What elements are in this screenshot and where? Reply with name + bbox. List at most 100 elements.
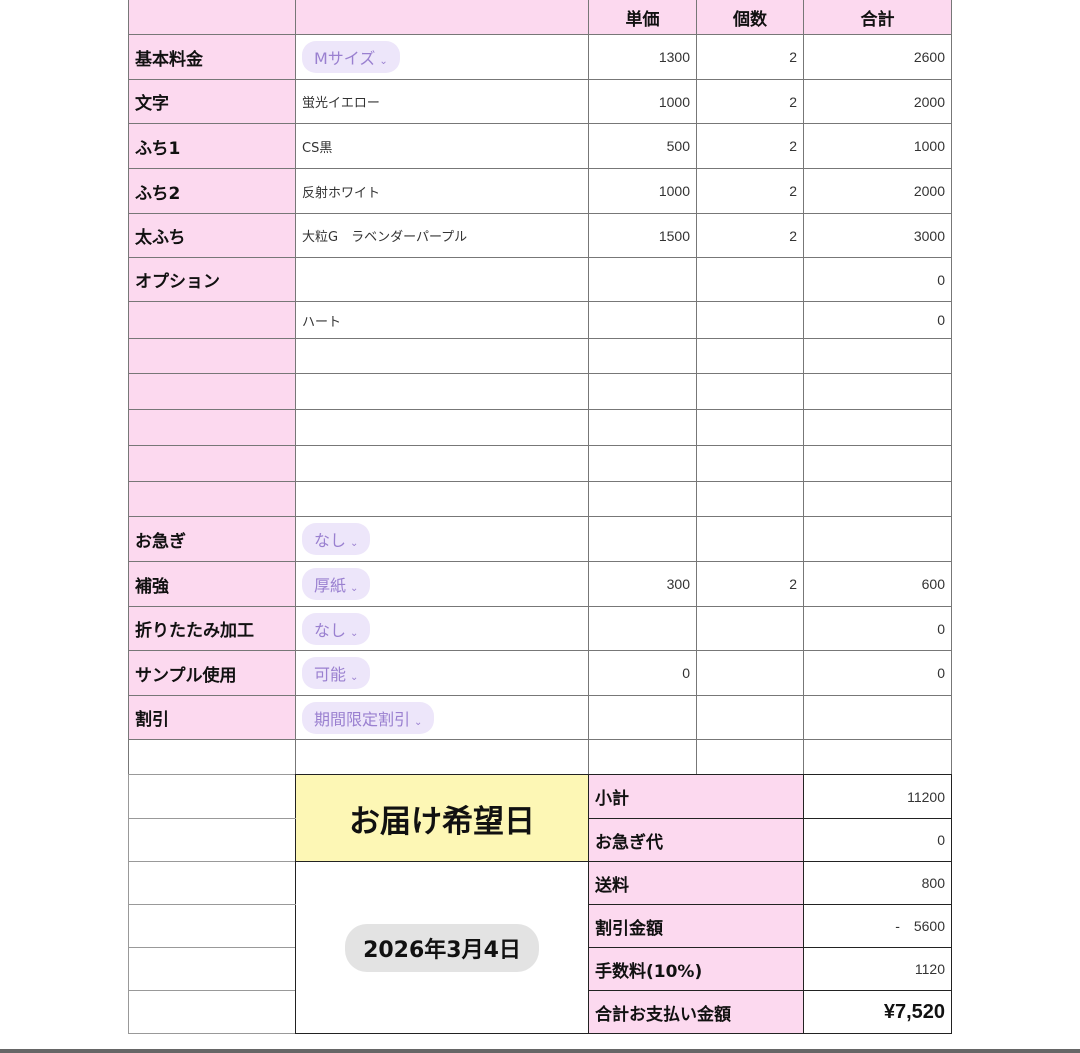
header-total: 合計 <box>803 0 952 35</box>
blank-cell <box>128 904 296 948</box>
row-label: ふち1 <box>128 123 296 169</box>
item-cell[interactable]: 厚紙 ⌄ <box>295 561 589 607</box>
item-cell[interactable] <box>295 481 589 517</box>
item-cell[interactable]: Mサイズ ⌄ <box>295 34 589 80</box>
delivery-date[interactable]: 2026年3月4日 <box>345 923 539 972</box>
unit-price-cell[interactable]: 1000 <box>588 168 697 214</box>
table-row: 文字 蛍光イエロー 1000 2 2000 <box>128 79 952 124</box>
qty-cell[interactable]: 2 <box>696 123 804 169</box>
summary-label: 割引金額 <box>588 904 804 948</box>
qty-cell[interactable] <box>696 695 804 740</box>
summary-row: 手数料(10%) 1120 <box>128 947 952 991</box>
table-row <box>128 739 952 775</box>
item-cell[interactable]: 蛍光イエロー <box>295 79 589 124</box>
item-dropdown[interactable]: 厚紙 ⌄ <box>302 568 371 600</box>
qty-cell[interactable] <box>696 338 804 374</box>
qty-cell[interactable] <box>696 301 804 339</box>
item-cell[interactable]: 大粒G ラベンダーパープル <box>295 213 589 258</box>
qty-cell[interactable]: 2 <box>696 79 804 124</box>
qty-cell[interactable]: 2 <box>696 213 804 258</box>
blank-cell <box>128 947 296 991</box>
row-label <box>128 373 296 410</box>
unit-price-cell[interactable] <box>588 301 697 339</box>
chevron-down-icon: ⌄ <box>350 538 359 549</box>
row-label: ふち2 <box>128 168 296 214</box>
item-cell[interactable]: なし ⌄ <box>295 516 589 562</box>
order-table: 単価 個数 合計 基本料金 Mサイズ ⌄ 1300 2 2600 文字 蛍光イエロー 1… <box>128 0 952 775</box>
qty-cell[interactable]: 2 <box>696 168 804 214</box>
total-cell <box>803 409 952 446</box>
window-bottom-border <box>0 1049 1080 1053</box>
item-cell[interactable] <box>295 338 589 374</box>
table-row: サンプル使用 可能 ⌄ 0 0 <box>128 650 952 696</box>
chevron-down-icon: ⌄ <box>414 716 423 728</box>
summary-value: - 5600 <box>803 904 952 948</box>
table-row <box>128 445 952 482</box>
table-row: 太ふち 大粒G ラベンダーパープル 1500 2 3000 <box>128 213 952 258</box>
total-cell: 2600 <box>803 34 952 80</box>
total-cell <box>803 739 952 775</box>
qty-cell[interactable] <box>696 445 804 482</box>
unit-price-cell[interactable] <box>588 606 697 651</box>
item-dropdown[interactable]: なし ⌄ <box>302 523 371 555</box>
unit-price-cell[interactable]: 300 <box>588 561 697 607</box>
item-cell[interactable]: ハート <box>295 301 589 339</box>
unit-price-cell[interactable] <box>588 257 697 302</box>
item-dropdown[interactable]: 可能 ⌄ <box>302 657 371 689</box>
unit-price-cell[interactable]: 1500 <box>588 213 697 258</box>
table-row <box>128 481 952 517</box>
item-cell[interactable]: なし ⌄ <box>295 606 589 651</box>
total-cell <box>803 445 952 482</box>
unit-price-cell[interactable] <box>588 516 697 562</box>
row-label <box>128 301 296 339</box>
unit-price-cell[interactable] <box>588 481 697 517</box>
qty-cell[interactable] <box>696 481 804 517</box>
qty-cell[interactable]: 2 <box>696 561 804 607</box>
summary-label: お急ぎ代 <box>588 818 804 862</box>
unit-price-cell[interactable] <box>588 338 697 374</box>
item-dropdown[interactable]: なし ⌄ <box>302 612 371 645</box>
unit-price-cell[interactable] <box>588 445 697 482</box>
unit-price-cell[interactable] <box>588 739 697 775</box>
row-label <box>128 338 296 374</box>
unit-price-cell[interactable] <box>588 373 697 410</box>
unit-price-cell[interactable]: 0 <box>588 650 697 696</box>
qty-cell[interactable] <box>696 739 804 775</box>
blank-cell <box>128 818 296 862</box>
qty-cell[interactable] <box>696 650 804 696</box>
qty-cell[interactable]: 2 <box>696 34 804 80</box>
unit-price-cell[interactable]: 500 <box>588 123 697 169</box>
qty-cell[interactable] <box>696 257 804 302</box>
qty-cell[interactable] <box>696 373 804 410</box>
qty-cell[interactable] <box>696 606 804 651</box>
item-cell[interactable]: 反射ホワイト <box>295 168 589 214</box>
item-cell[interactable] <box>295 257 589 302</box>
row-label: 文字 <box>128 79 296 124</box>
total-cell <box>803 338 952 374</box>
item-cell[interactable]: CS黒 <box>295 123 589 169</box>
qty-cell[interactable] <box>696 516 804 562</box>
item-cell[interactable] <box>295 409 589 446</box>
total-cell: 0 <box>803 606 952 651</box>
unit-price-cell[interactable] <box>588 695 697 740</box>
item-dropdown[interactable]: Mサイズ ⌄ <box>302 41 400 73</box>
header-blank <box>128 0 296 35</box>
item-cell[interactable] <box>295 373 589 410</box>
item-cell[interactable]: 期間限定割引 ⌄ <box>295 695 589 740</box>
unit-price-cell[interactable]: 1300 <box>588 34 697 80</box>
unit-price-cell[interactable]: 1000 <box>588 79 697 124</box>
item-cell[interactable] <box>295 445 589 482</box>
table-row: ふち2 反射ホワイト 1000 2 2000 <box>128 168 952 214</box>
item-cell[interactable] <box>295 739 589 775</box>
qty-cell[interactable] <box>696 409 804 446</box>
row-label: サンプル使用 <box>128 650 296 696</box>
item-dropdown[interactable]: 期間限定割引 ⌄ <box>302 701 435 734</box>
table-row <box>128 338 952 374</box>
total-cell <box>803 373 952 410</box>
total-cell: 600 <box>803 561 952 607</box>
item-cell[interactable]: 可能 ⌄ <box>295 650 589 696</box>
unit-price-cell[interactable] <box>588 409 697 446</box>
delivery-date-cell[interactable]: 2026年3月4日 <box>295 861 589 1034</box>
row-label <box>128 481 296 517</box>
total-cell: 2000 <box>803 79 952 124</box>
